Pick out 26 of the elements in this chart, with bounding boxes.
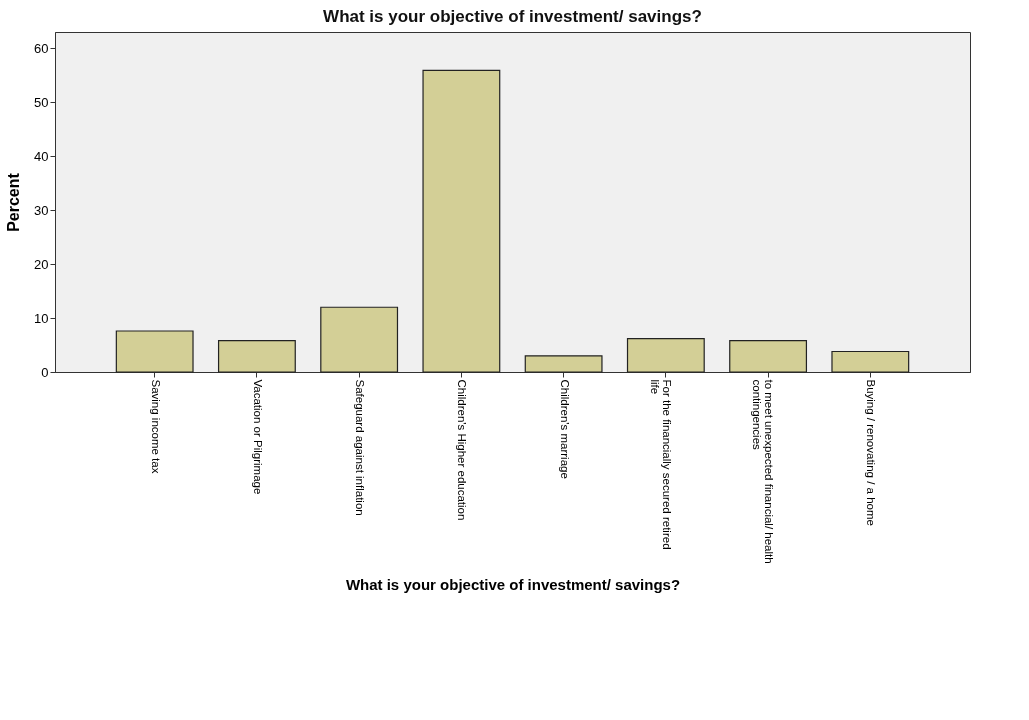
x-tick-label: Buying / renovating / a home [865, 379, 878, 526]
y-tick-label: 10 [34, 310, 49, 326]
y-tick-label: 50 [34, 94, 49, 110]
x-tick-label: Children's marriage [558, 379, 571, 479]
x-tick-label: Safeguard against inflation [354, 379, 367, 516]
bar [626, 337, 705, 373]
bar [115, 330, 194, 373]
y-axis-title: Percent [5, 172, 23, 232]
bar [320, 306, 399, 373]
y-tick-label: 20 [34, 256, 49, 272]
y-tick-label: 0 [41, 364, 49, 380]
bar [217, 340, 296, 373]
x-tick-label: Vacation or Pilgrimage [251, 379, 264, 495]
x-tick-label: to meet unexpected financial/ health contingencies [751, 379, 776, 564]
y-tick-label: 30 [34, 202, 49, 218]
y-tick-label: 60 [34, 40, 49, 56]
x-tick-label: Children's Higher education [456, 379, 469, 521]
x-tick-label: Saving income tax [149, 379, 162, 474]
bar [524, 355, 603, 373]
x-tick-label: For the financially secured retired life [648, 379, 673, 550]
bar [831, 350, 910, 373]
bar [729, 340, 808, 373]
x-axis-title: What is your objective of investment/ savings? [345, 575, 681, 593]
bar [422, 69, 501, 373]
y-tick-label: 40 [34, 148, 49, 164]
chart-title: What is your objective of investment/ savings? [323, 7, 702, 26]
